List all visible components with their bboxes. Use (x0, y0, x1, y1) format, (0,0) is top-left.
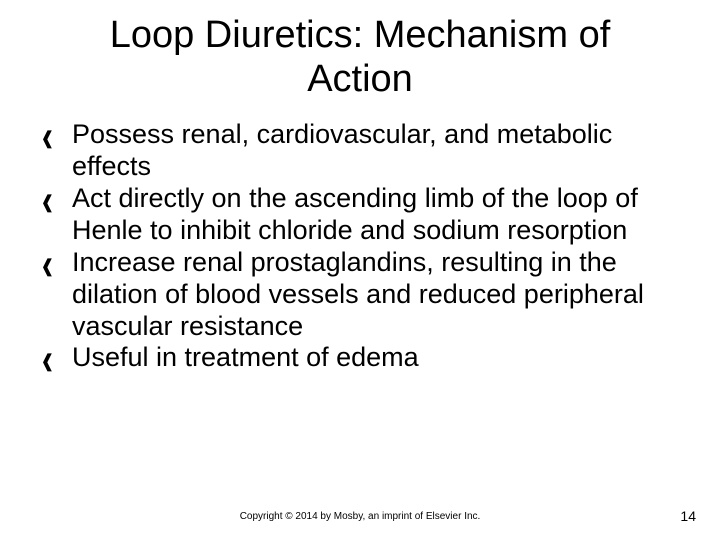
list-item: ❰ Increase renal prostaglandins, resulti… (40, 247, 680, 343)
bullet-icon: ❰ (40, 183, 72, 219)
bullet-text: Increase renal prostaglandins, resulting… (72, 247, 680, 343)
bullet-text: Possess renal, cardiovascular, and metab… (72, 119, 680, 183)
slide: Loop Diuretics: Mechanism of Action ❰ Po… (0, 0, 720, 540)
list-item: ❰ Act directly on the ascending limb of … (40, 183, 680, 247)
slide-title: Loop Diuretics: Mechanism of Action (0, 0, 720, 101)
bullet-icon: ❰ (40, 119, 72, 155)
copyright-footer: Copyright © 2014 by Mosby, an imprint of… (0, 511, 720, 522)
list-item: ❰ Useful in treatment of edema (40, 342, 680, 378)
bullet-icon: ❰ (40, 247, 72, 283)
list-item: ❰ Possess renal, cardiovascular, and met… (40, 119, 680, 183)
slide-body: ❰ Possess renal, cardiovascular, and met… (0, 101, 720, 378)
bullet-text: Useful in treatment of edema (72, 342, 680, 374)
bullet-icon: ❰ (40, 342, 72, 378)
page-number: 14 (680, 508, 696, 524)
bullet-text: Act directly on the ascending limb of th… (72, 183, 680, 247)
